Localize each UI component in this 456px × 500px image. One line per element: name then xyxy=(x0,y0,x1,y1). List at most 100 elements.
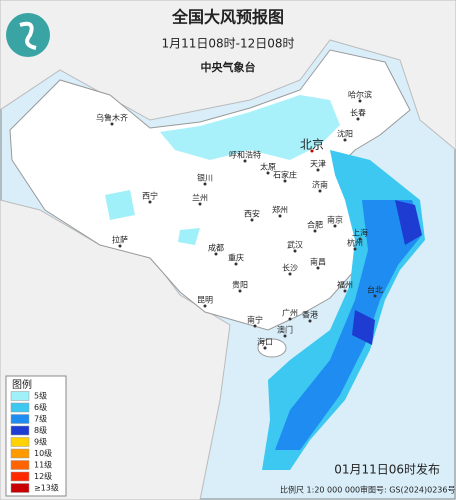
city-dot xyxy=(283,334,287,338)
legend-title: 图例 xyxy=(12,378,32,391)
city-dot xyxy=(358,99,362,103)
city-label: 兰州 xyxy=(192,193,208,203)
legend-swatch xyxy=(10,483,30,493)
city-label: 台北 xyxy=(367,285,383,295)
city-label: 银川 xyxy=(197,173,213,183)
subtitle: 1月11日08时-12日08时 xyxy=(161,37,294,51)
city-label: 南宁 xyxy=(247,315,263,325)
legend-label: 10级 xyxy=(34,448,52,458)
issuer: 中央气象台 xyxy=(201,60,256,74)
wind-area-5 xyxy=(105,190,200,245)
hainan xyxy=(257,338,287,358)
city-dot xyxy=(238,289,242,293)
city-dot xyxy=(288,272,292,276)
city-label: 济南 xyxy=(312,180,328,190)
wind-area-8 xyxy=(352,200,422,345)
legend-swatch xyxy=(10,414,30,424)
legend-swatch xyxy=(10,391,30,401)
city-dot xyxy=(293,249,297,253)
city-label: 长春 xyxy=(350,108,366,118)
city-dot xyxy=(250,218,254,222)
city-dot xyxy=(353,247,357,251)
legend-swatch xyxy=(10,460,30,470)
city-label: 天津 xyxy=(310,159,326,169)
city-label: 北京 xyxy=(300,138,324,152)
city-dot xyxy=(278,214,282,218)
legend-swatch xyxy=(10,402,30,413)
city-label: 福州 xyxy=(337,281,353,290)
legend-label: 8级 xyxy=(34,425,47,435)
city-dot xyxy=(343,289,347,293)
legend-swatch xyxy=(10,448,30,459)
city-label: 呼和浩特 xyxy=(229,150,261,160)
city-label: 西宁 xyxy=(142,191,158,201)
city-dot xyxy=(358,237,362,241)
city-dot xyxy=(198,202,202,206)
city-dot xyxy=(316,266,320,270)
neighbor-land xyxy=(0,0,456,151)
legend-label: 11级 xyxy=(34,460,52,470)
city-label: 香港 xyxy=(302,310,318,320)
wind-area-5 xyxy=(160,95,340,160)
city-dot xyxy=(288,317,292,321)
city-label: 海口 xyxy=(257,337,273,347)
city-label: 乌鲁木齐 xyxy=(96,113,128,123)
city-dot xyxy=(214,252,218,256)
city-label: 西安 xyxy=(244,209,260,219)
city-dot xyxy=(243,159,247,163)
city-dot xyxy=(203,304,207,308)
city-dot xyxy=(234,262,238,266)
title: 全国大风预报图 xyxy=(171,8,284,27)
city-dot xyxy=(313,229,317,233)
wind-area-7 xyxy=(275,200,422,450)
city-dot xyxy=(266,171,270,175)
scale: 比例尺 1:20 000 000 xyxy=(280,485,360,495)
city-label: 南京 xyxy=(327,215,343,225)
legend-label: 5级 xyxy=(34,391,47,401)
legend-label: 7级 xyxy=(34,414,47,424)
city-dot xyxy=(253,324,257,328)
city-label: 昆明 xyxy=(197,296,213,305)
city-dot xyxy=(373,294,377,298)
city-dot xyxy=(263,346,267,350)
city-dot xyxy=(118,244,122,248)
review-number: 审图号: GS(2024)0236号 xyxy=(360,485,455,495)
city-label: 重庆 xyxy=(228,253,244,263)
logo-mark xyxy=(19,21,37,50)
legend-swatch xyxy=(10,437,30,447)
city-label: 哈尔滨 xyxy=(348,90,372,100)
legend-label: 12级 xyxy=(34,471,52,481)
city-label: 沈阳 xyxy=(337,129,353,139)
legend-label: 6级 xyxy=(34,402,47,412)
city-label: 合肥 xyxy=(307,220,323,230)
city-label: 贵阳 xyxy=(232,280,248,290)
city-dot xyxy=(316,168,320,172)
city-dot xyxy=(343,138,347,142)
city-label: 太原 xyxy=(260,162,276,172)
legend-swatch xyxy=(10,471,30,482)
city-label: 武汉 xyxy=(287,240,303,250)
city-label: 郑州 xyxy=(272,205,288,215)
city-label: 石家庄 xyxy=(273,170,297,180)
city-dot xyxy=(310,149,314,153)
legend-swatch xyxy=(10,425,30,436)
issue-time: 01月11日06时发布 xyxy=(334,462,440,477)
city-label: 上海 xyxy=(352,228,368,238)
city-label: 广州 xyxy=(282,308,298,318)
city-dot xyxy=(333,224,337,228)
city-dot xyxy=(110,122,114,126)
city-dot xyxy=(308,319,312,323)
city-label: 成都 xyxy=(208,243,224,253)
city-label: 澳门 xyxy=(277,325,293,335)
city-label: 南昌 xyxy=(310,257,326,267)
city-dot xyxy=(318,189,322,193)
city-dot xyxy=(356,117,360,121)
city-label: 拉萨 xyxy=(112,235,128,245)
legend-label: 9级 xyxy=(34,437,47,447)
city-label: 长沙 xyxy=(282,263,298,273)
city-dot xyxy=(148,200,152,204)
city-dot xyxy=(203,182,207,186)
